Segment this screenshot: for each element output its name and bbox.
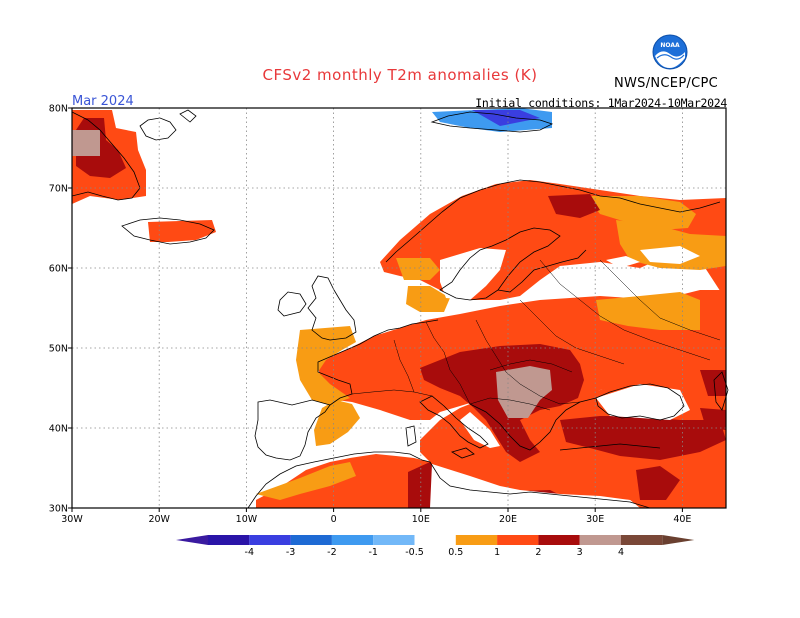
legend-swatch xyxy=(538,535,580,545)
lat-tick-label: 50N xyxy=(49,344,68,355)
anomaly-region-levant xyxy=(636,466,680,500)
anomaly-region-norway-south xyxy=(396,258,440,280)
legend-swatch xyxy=(455,535,498,545)
neutral-region-russia-gap-1 xyxy=(606,256,640,268)
map-title: CFSv2 monthly T2m anomalies (K) xyxy=(262,66,538,84)
legend-label: 2 xyxy=(535,547,541,558)
anomaly-region-caucasus xyxy=(700,408,726,430)
anomaly-region-karelia xyxy=(548,194,600,218)
anomaly-region-north-africa-edge xyxy=(256,462,356,500)
lat-tick-label: 30N xyxy=(49,504,68,515)
anomaly-region-russia-mid-orange xyxy=(596,292,700,330)
legend-label: 0.5 xyxy=(448,547,463,558)
anomaly-fill-layer xyxy=(72,108,726,508)
neutral-region-adriatic xyxy=(460,412,500,448)
anomaly-region-iberia-north xyxy=(314,400,360,446)
lon-tick-label: 0 xyxy=(331,514,337,525)
legend-label: -4 xyxy=(245,547,254,558)
lon-tick-label: 20E xyxy=(499,514,517,525)
lon-tick-label: 40E xyxy=(673,514,691,525)
legend-label: 1 xyxy=(494,547,500,558)
legend-label: -0.5 xyxy=(405,547,424,558)
lon-tick-label: 20W xyxy=(148,514,170,525)
color-legend: -4 -3 -2 -1 -0.5 0.5 1 2 3 4 xyxy=(176,535,695,558)
latitude-axis: 80N 70N 60N 50N 40N 30N xyxy=(49,104,72,515)
initial-conditions: Initial conditions: 1Mar2024-10Mar2024 xyxy=(475,96,727,110)
legend-arrow-right xyxy=(662,535,695,545)
anomaly-region-caspian-west xyxy=(700,370,726,396)
lat-tick-label: 70N xyxy=(49,184,68,195)
lat-tick-label: 40N xyxy=(49,424,68,435)
lon-tick-label: 30W xyxy=(61,514,83,525)
neutral-region-russia-gap-2 xyxy=(640,246,700,264)
legend-swatch xyxy=(249,535,291,545)
logo-text: NOAA xyxy=(660,42,680,49)
legend-swatch xyxy=(290,535,332,545)
anomaly-region-greenland-peak xyxy=(72,130,100,156)
graticule xyxy=(72,108,726,508)
legend-swatch xyxy=(373,535,415,545)
legend-swatch xyxy=(497,535,539,545)
legend-swatch xyxy=(331,535,374,545)
noaa-logo-icon: NOAA xyxy=(652,34,688,70)
anomaly-region-iceland xyxy=(148,220,216,242)
map-frame xyxy=(71,107,727,509)
agency-label: NWS/NCEP/CPC xyxy=(614,76,719,91)
coastline-layer xyxy=(71,109,729,509)
forecast-month: Mar 2024 xyxy=(72,94,134,109)
anomaly-region-svalbard-cold-core xyxy=(472,110,540,126)
legend-swatch xyxy=(621,535,663,545)
legend-swatch xyxy=(579,535,621,545)
longitude-axis: 30W 20W 10W 0 10E 20E 30E 40E xyxy=(61,508,691,525)
legend-label: 4 xyxy=(618,547,624,558)
lat-tick-label: 80N xyxy=(49,104,68,115)
legend-label: -1 xyxy=(368,547,377,558)
lat-tick-label: 60N xyxy=(49,264,68,275)
anomaly-region-denmark xyxy=(406,286,450,312)
anomaly-region-balkan-peak xyxy=(496,366,552,418)
anomaly-region-northwest-russia xyxy=(586,196,696,230)
anomaly-region-north-russia-orange xyxy=(616,220,726,270)
legend-label: 3 xyxy=(577,547,583,558)
lon-tick-label: 30E xyxy=(586,514,604,525)
legend-label: -2 xyxy=(327,547,336,558)
anomaly-region-uk-france xyxy=(296,326,356,405)
lon-tick-label: 10E xyxy=(412,514,430,525)
neutral-region-black-sea xyxy=(596,384,690,420)
lon-tick-label: 10W xyxy=(236,514,258,525)
legend-swatch xyxy=(208,535,250,545)
anomaly-region-turkey xyxy=(560,416,726,460)
legend-swatch xyxy=(414,535,456,545)
neutral-region-sweden-gap xyxy=(440,248,506,300)
legend-label: -3 xyxy=(286,547,295,558)
neutral-region-mediterranean xyxy=(430,464,640,508)
legend-arrow-left xyxy=(176,535,208,545)
